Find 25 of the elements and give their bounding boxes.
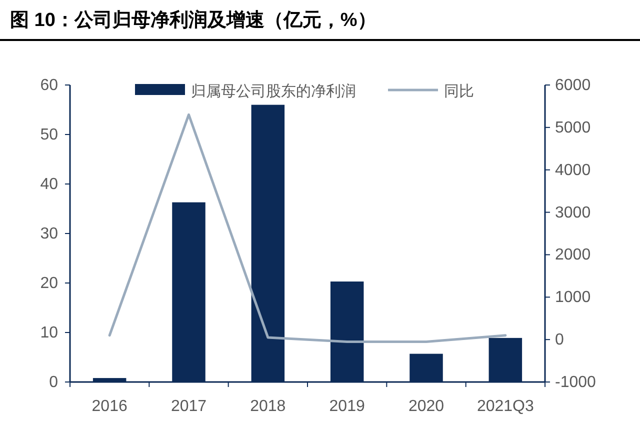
y2-tick-label: 5000 [555, 119, 591, 136]
y-tick-label: 10 [40, 324, 58, 342]
legend-label: 同比 [444, 83, 474, 100]
chart-title: 图 10：公司归母净利润及增速（亿元，%） [10, 9, 376, 31]
y2-tick-label: 2000 [555, 246, 591, 264]
y-tick-label: 60 [40, 77, 58, 94]
y-tick-label: 50 [40, 126, 58, 144]
x-tick-label: 2017 [170, 398, 207, 415]
x-tick-label: 2016 [92, 398, 128, 415]
y2-tick-label: 6000 [555, 77, 591, 94]
y2-tick-label: 1000 [555, 289, 591, 306]
y2-tick-label: 0 [555, 332, 564, 349]
x-tick-label: 2020 [408, 398, 444, 415]
line-series [108, 113, 507, 343]
x-tick-label: 2018 [250, 398, 286, 415]
y2-tick-label: -1000 [555, 374, 596, 391]
y2-tick-label: 4000 [555, 162, 591, 179]
legend-label: 归属母公司股东的净利润 [191, 83, 356, 100]
y2-tick-label: 3000 [555, 204, 591, 222]
y-tick-label: 40 [40, 176, 58, 193]
y-tick-label: 20 [40, 275, 58, 292]
y-tick-label: 30 [40, 226, 58, 242]
y-tick-label: 0 [49, 374, 58, 391]
x-tick-label: 2021Q3 [476, 398, 534, 415]
x-tick-label: 2019 [329, 398, 365, 415]
